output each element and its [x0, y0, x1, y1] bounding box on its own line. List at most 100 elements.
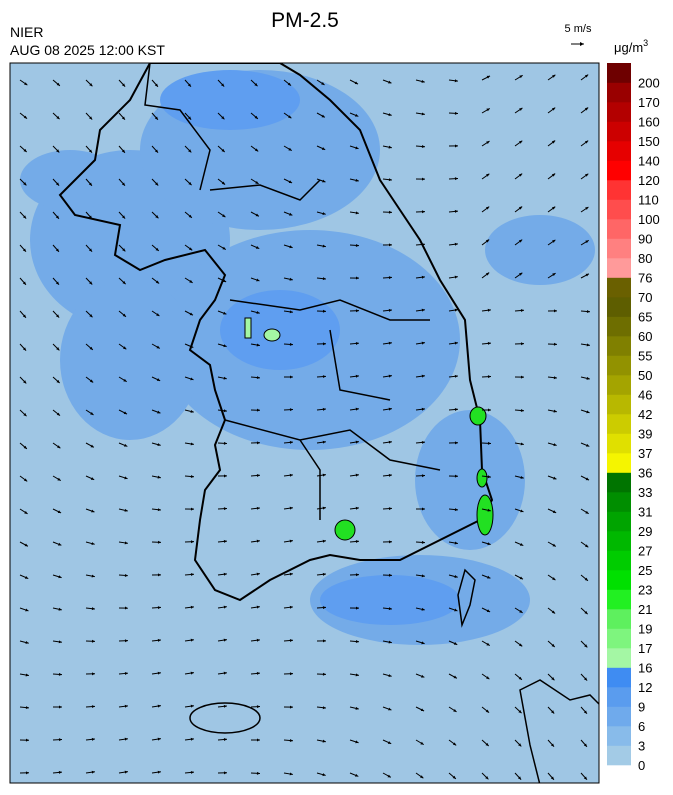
wind-arrow-head: [518, 173, 523, 177]
wind-arrow-head: [223, 474, 227, 478]
wind-arrow-head: [55, 182, 60, 186]
wind-arrow-head: [91, 509, 95, 513]
wind-arrow-head: [58, 542, 62, 546]
wind-arrow-head: [520, 309, 524, 312]
wind-arrow-head: [157, 410, 161, 414]
wind-arrow-head: [355, 740, 359, 744]
colorbar-label: 55: [638, 349, 652, 364]
wind-arrow-head: [354, 773, 359, 777]
wind-arrow-head: [155, 182, 159, 186]
wind-arrow-head: [520, 442, 524, 446]
wind-arrow-head: [354, 81, 359, 85]
wind-arrow-head: [487, 575, 491, 579]
wind-arrow-head: [25, 641, 29, 644]
wind-arrow-head: [188, 247, 193, 251]
wind-arrow-head: [256, 278, 260, 282]
wind-arrow-head: [124, 541, 128, 545]
wind-arrow-head: [453, 708, 457, 712]
colorbar-segment: [607, 648, 631, 668]
wind-arrow-head: [586, 410, 590, 414]
wind-arrow-head: [322, 277, 326, 281]
wind-arrow-head: [421, 79, 425, 83]
wind-arrow-head: [88, 182, 92, 186]
wind-arrow-head: [289, 277, 293, 281]
wind-arrow-head: [25, 738, 29, 742]
wind-arrow-head: [124, 508, 128, 512]
wind-arrow-head: [355, 639, 359, 643]
wind-arrow-head: [256, 539, 260, 543]
wind-arrow-head: [486, 141, 490, 144]
wind-arrow-head: [256, 441, 260, 445]
wind-arrow-head: [221, 83, 225, 87]
wind-arrow-head: [552, 577, 556, 581]
hotspots: [244, 317, 494, 541]
wind-arrow-head: [56, 379, 60, 384]
wind-arrow-head: [355, 506, 359, 510]
wind-arrow-head: [388, 308, 392, 312]
wind-arrow-head: [388, 178, 392, 182]
wind-arrow-head: [56, 149, 60, 153]
wind-arrow-head: [355, 309, 359, 313]
wind-arrow-head: [190, 671, 194, 675]
wind-arrow-head: [519, 272, 523, 276]
wind-arrow-head: [520, 342, 524, 346]
wind-arrow-head: [24, 82, 28, 86]
wind-arrow-head: [420, 708, 425, 712]
wind-arrow-head: [56, 314, 60, 318]
wind-arrow-head: [221, 181, 226, 185]
wind-arrow-head: [91, 542, 95, 545]
wind-arrow-head: [355, 539, 359, 543]
wind-arrow-head: [188, 214, 192, 218]
wind-arrow-head: [322, 473, 326, 477]
wind-arrow-head: [485, 742, 489, 746]
colorbar-segment: [607, 453, 631, 473]
wind-arrow-head: [584, 544, 589, 548]
colorbar-segment: [607, 316, 631, 337]
wind-arrow-head: [256, 671, 260, 675]
colorbar-label: 19: [638, 622, 652, 637]
colorbar-label: 65: [638, 310, 652, 325]
wind-arrow-head: [421, 507, 425, 511]
wind-arrow-head: [421, 474, 425, 478]
wind-arrow-head: [518, 239, 523, 243]
colorbar-segment: [607, 394, 631, 415]
wind-arrow-head: [190, 409, 194, 413]
colorbar-label: 150: [638, 134, 660, 149]
wind-arrow-head: [124, 737, 128, 741]
wind-arrow-head: [25, 673, 29, 677]
wind-arrow-head: [155, 247, 159, 251]
wind-arrow-head: [487, 542, 491, 546]
wind-arrow-head: [586, 309, 590, 313]
colorbar-segment: [607, 277, 631, 298]
wind-arrow-head: [553, 476, 557, 480]
wind-arrow-head: [23, 478, 28, 482]
wind-arrow-head: [354, 113, 359, 117]
colorbar-segment: [607, 531, 631, 551]
colorbar-segment: [607, 667, 631, 688]
wind-arrow-head: [154, 116, 158, 120]
wind-arrow-head: [454, 541, 458, 545]
wind-arrow-head: [421, 674, 425, 678]
wind-arrow-head: [91, 639, 95, 643]
wind-arrow-head: [486, 642, 490, 646]
wind-arrow-head: [289, 506, 293, 510]
wind-arrow-head: [289, 639, 293, 642]
wind-arrow-head: [550, 776, 554, 780]
wind-arrow-head: [388, 507, 392, 511]
wind-arrow-head: [551, 643, 555, 647]
wind-arrow-head: [255, 213, 259, 217]
wind-arrow-head: [454, 474, 458, 478]
wind-arrow-head: [256, 738, 260, 742]
wind-arrow-head: [256, 408, 260, 412]
colorbar-segment: [607, 63, 631, 83]
wind-arrow-head: [388, 640, 392, 644]
tsushima: [457, 568, 476, 628]
wind-arrow-head: [552, 273, 556, 277]
colorbar-segment: [607, 570, 631, 590]
wind-arrow-head: [388, 540, 392, 544]
wind-arrow-head: [123, 411, 128, 415]
wind-arrow-head: [452, 742, 457, 746]
wind-arrow-head: [121, 182, 125, 186]
wind-arrow-head: [355, 673, 359, 677]
wind-arrow-head: [387, 741, 392, 744]
